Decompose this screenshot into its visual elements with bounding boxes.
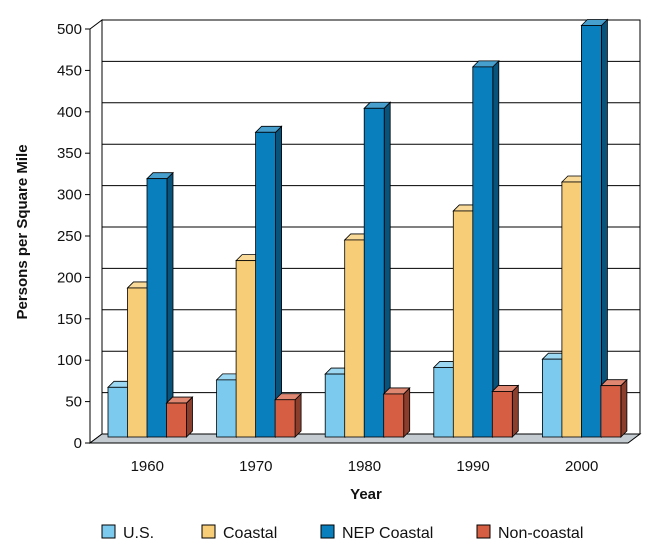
x-axis-ticks: 1960 1970 1980 1990 2000 [131,458,599,475]
bar-side [511,384,519,438]
y-tick-label: 450 [57,62,82,79]
bar [491,384,520,438]
legend-label: Coastal [223,525,277,542]
legend-label: NEP Coastal [342,525,433,542]
bar [382,386,411,438]
y-tick-label: 400 [57,104,82,121]
bar-front [452,210,474,438]
legend-label: U.S. [123,525,154,542]
bars [107,18,628,438]
bar-side [403,386,411,438]
bar-front [324,373,346,438]
y-tick-label: 50 [65,394,82,411]
x-tick-label: 1990 [456,458,489,475]
legend-item: NEP Coastal [320,524,433,542]
bar-side [294,392,302,438]
bar-front [216,379,238,438]
bar [580,18,609,438]
y-tick-label: 0 [74,435,82,452]
bar-side [492,59,500,438]
bar [599,378,628,438]
bar-front [127,287,148,438]
x-tick-label: 1970 [239,458,272,475]
bar-front [107,386,129,438]
y-axis-title: Persons per Square Mile [14,144,31,319]
bar-front [542,358,563,438]
y-tick-label: 350 [57,145,82,162]
bar-side [186,396,193,438]
bar-side [275,125,283,438]
y-axis-ticks: 0 50 100 150 200 250 300 350 400 450 500 [57,21,90,452]
y-tick-label: 250 [57,228,82,245]
bar [146,171,174,438]
legend-swatch [101,524,116,539]
x-tick-label: 1960 [131,458,164,475]
left-wall [89,19,103,444]
y-tick-label: 500 [57,21,82,38]
bar [165,396,194,438]
bar-front [433,367,455,438]
y-tick-label: 100 [57,352,82,369]
legend: U.S. Coastal NEP Coastal Non-coastal [101,524,583,542]
bar-front [600,385,622,438]
legend-item: U.S. [101,524,154,542]
legend-item: Non-coastal [476,524,583,542]
bar-front [472,66,494,438]
x-axis-title: Year [350,486,382,503]
bar-front [166,402,187,438]
bar-front [561,181,583,438]
bar-front [363,107,385,438]
bar-side [620,378,628,438]
bar [254,125,283,438]
bar-front [146,178,168,438]
bar [363,101,392,438]
bar-side [601,18,608,438]
bar-front [274,399,296,438]
legend-item: Coastal [201,524,277,542]
legend-swatch [320,524,335,539]
bar-side [383,101,391,438]
bar [471,59,500,438]
bar-front [491,391,513,438]
bar [274,392,303,438]
x-tick-label: 1980 [348,458,381,475]
bar-front [581,25,602,438]
y-tick-label: 200 [57,269,82,286]
bar-front [383,393,405,438]
legend-label: Non-coastal [498,525,583,542]
y-tick-label: 150 [57,311,82,328]
legend-swatch [476,524,491,539]
y-tick-label: 300 [57,187,82,204]
bar-front [255,131,277,438]
x-tick-label: 2000 [565,458,598,475]
bar-front [344,239,366,438]
legend-swatch [201,524,216,539]
bar-front [235,260,257,438]
